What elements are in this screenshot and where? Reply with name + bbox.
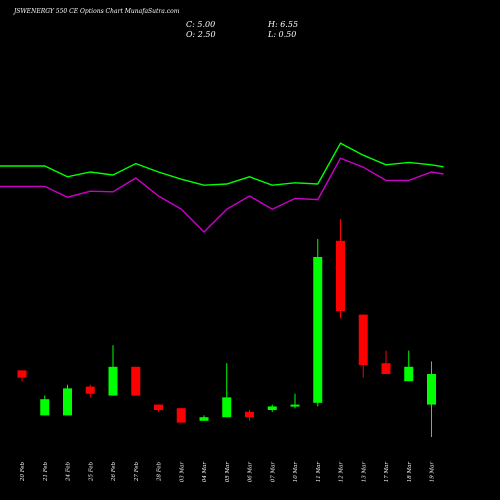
indicator-lines	[0, 142, 444, 233]
chart-title: JSWENERGY 550 CE Options Chart MunafaSut…	[12, 8, 180, 15]
x-tick-label: 05 Mar	[225, 462, 231, 483]
x-tick-label: 13 Mar	[361, 462, 367, 483]
candle-28-feb	[154, 404, 163, 412]
x-tick-label: 10 Mar	[293, 462, 299, 483]
candles	[17, 219, 436, 437]
candle-body	[108, 366, 118, 396]
candle-body	[176, 408, 186, 423]
low-readout: L: 0.50	[267, 30, 296, 39]
candle-17-mar	[381, 350, 391, 374]
x-tick-label: 19 Mar	[430, 462, 436, 483]
green-line	[0, 142, 444, 186]
close-readout: C: 5.00	[186, 20, 215, 29]
candle-11-mar	[313, 239, 323, 407]
candle-body	[427, 374, 436, 405]
candle-24-feb	[63, 384, 72, 416]
candle-13-mar	[358, 314, 368, 378]
x-tick-label: 17 Mar	[384, 462, 390, 483]
candle-19-mar	[427, 361, 436, 437]
open-readout: O: 2.50	[186, 30, 216, 39]
candle-body	[199, 417, 209, 421]
candle-27-feb	[131, 366, 141, 396]
candle-20-feb	[17, 370, 27, 382]
candle-body	[63, 388, 72, 416]
x-tick-label: 12 Mar	[339, 462, 345, 483]
candle-body	[154, 404, 163, 410]
x-tick-label: 25 Feb	[88, 462, 94, 483]
candle-10-mar	[290, 393, 300, 409]
x-tick-label: 26 Feb	[111, 462, 117, 483]
candle-18-mar	[404, 350, 414, 382]
candle-25-feb	[85, 384, 95, 398]
candle-06-mar	[245, 410, 254, 421]
x-tick-label: 27 Feb	[134, 462, 140, 483]
x-tick-label: 06 Mar	[248, 462, 254, 483]
x-axis-ticks: 20 Feb 21 Feb 24 Feb 25 Feb 26 Feb 27 Feb 28 F…	[20, 462, 436, 483]
candle-03-mar	[176, 408, 186, 423]
x-tick-label: 24 Feb	[66, 462, 72, 483]
candle-body	[290, 404, 300, 407]
candle-body	[85, 386, 95, 394]
high-readout: H: 6.55	[267, 20, 298, 29]
candle-body	[131, 366, 141, 396]
x-tick-label: 03 Mar	[179, 462, 185, 483]
candle-body	[404, 366, 414, 382]
candle-21-feb	[40, 395, 50, 416]
candle-04-mar	[199, 415, 209, 421]
purple-line	[0, 157, 444, 233]
candle-05-mar	[222, 363, 232, 418]
candle-body	[358, 314, 368, 365]
candle-12-mar	[336, 219, 345, 319]
candle-body	[267, 406, 277, 410]
x-tick-label: 04 Mar	[202, 462, 208, 483]
x-tick-label: 21 Feb	[43, 462, 49, 483]
candle-body	[17, 370, 27, 378]
candle-26-feb	[108, 345, 118, 396]
x-tick-label: 07 Mar	[270, 462, 276, 483]
candle-body	[336, 240, 345, 311]
x-tick-label: 18 Mar	[407, 462, 413, 483]
candle-body	[381, 363, 391, 374]
candle-body	[313, 257, 323, 403]
candle-body	[245, 411, 254, 418]
x-tick-label: 11 Mar	[316, 462, 322, 483]
candle-07-mar	[267, 404, 277, 412]
x-tick-label: 20 Feb	[20, 462, 26, 483]
candle-body	[40, 399, 50, 416]
candle-body	[222, 397, 232, 418]
x-tick-label: 28 Feb	[157, 462, 163, 483]
